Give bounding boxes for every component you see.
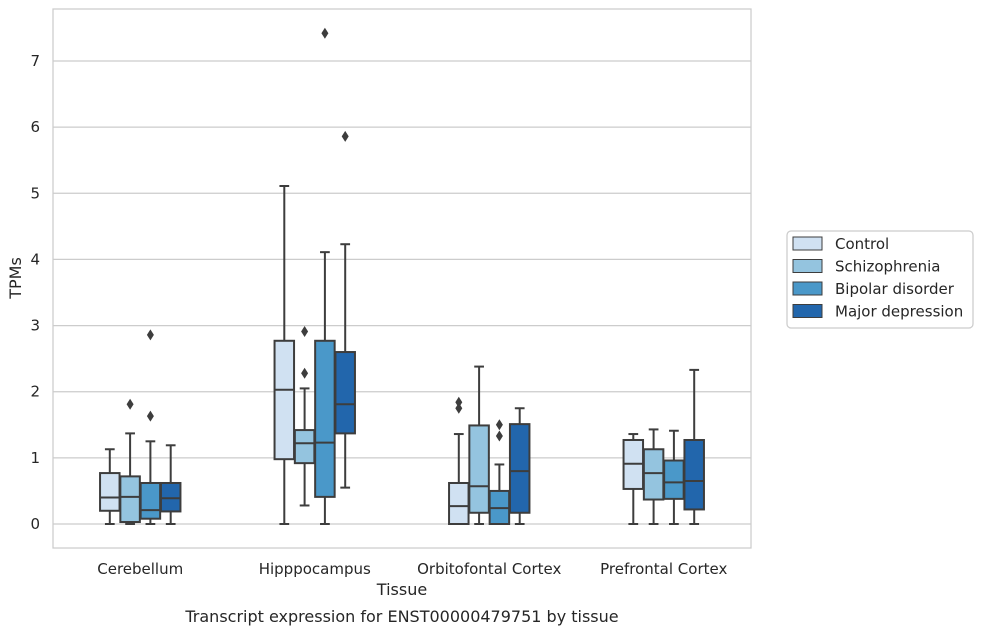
y-tick-labels: 0 1 2 3 4 5 6 7	[30, 52, 40, 533]
outlier-point	[146, 410, 154, 422]
y-axis-label: TPMs	[6, 257, 25, 300]
box-bipolar-disorder	[314, 27, 336, 525]
box-body	[99, 472, 121, 512]
legend-label: Schizophrenia	[835, 258, 940, 276]
x-tick-label: Hipppocampus	[259, 560, 371, 578]
outlier-point	[455, 402, 463, 414]
box-major-depression	[683, 368, 705, 525]
box-body	[642, 448, 665, 501]
outlier-point	[126, 398, 134, 410]
box-body	[273, 339, 296, 461]
legend-swatch	[792, 304, 823, 318]
outlier-point	[495, 430, 503, 442]
y-tick-label: 2	[30, 383, 40, 401]
box-body	[119, 475, 141, 524]
box-schizophrenia	[642, 428, 665, 525]
box-bipolar-disorder	[139, 329, 162, 525]
box-body	[314, 339, 336, 498]
x-tick-label: Orbitofontal Cortex	[417, 560, 561, 578]
legend-label: Major depression	[835, 303, 963, 321]
box-control	[99, 448, 121, 525]
y-tick-label: 0	[30, 515, 40, 533]
x-axis-label: Tissue	[376, 580, 427, 599]
legend-swatch	[792, 259, 823, 273]
x-tick-labels: Cerebellum Hipppocampus Orbitofontal Corte…	[97, 560, 727, 578]
box-body	[139, 481, 162, 520]
x-tick-label: Cerebellum	[97, 560, 183, 578]
y-tick-label: 6	[30, 118, 40, 136]
legend-swatch	[792, 281, 823, 296]
legend-label: Bipolar disorder	[835, 280, 955, 298]
outlier-point	[341, 130, 349, 142]
plot-frame	[52, 8, 752, 549]
legend: Control Schizophrenia Bipolar disorder Majo…	[786, 230, 974, 329]
y-tick-label: 3	[30, 317, 40, 335]
box-major-depression	[508, 407, 531, 525]
y-tick-label: 1	[30, 449, 40, 467]
box-body	[293, 429, 316, 465]
box-schizophrenia	[119, 398, 141, 525]
box-control	[622, 433, 645, 525]
y-tick-label: 5	[30, 184, 40, 202]
box-body	[683, 438, 705, 511]
chart-caption: Transcript expression for ENST0000047975…	[184, 607, 618, 626]
box-control	[273, 185, 296, 525]
outlier-point	[495, 419, 503, 431]
box-body	[334, 351, 356, 435]
box-bipolar-disorder	[488, 419, 511, 525]
legend-label: Control	[835, 235, 889, 253]
outlier-point	[146, 329, 154, 341]
outlier-point	[321, 27, 329, 39]
box-body	[663, 459, 685, 500]
legend-swatch	[792, 236, 823, 251]
outlier-point	[301, 326, 309, 338]
y-tick-label: 7	[30, 52, 40, 70]
y-tick-label: 4	[30, 250, 40, 268]
box-major-depression	[334, 130, 356, 489]
outlier-point	[301, 367, 309, 379]
outlier-point	[455, 396, 463, 408]
box-body	[508, 423, 531, 514]
box-major-depression	[159, 444, 182, 525]
boxes-layer	[99, 27, 705, 525]
legend-frame	[786, 230, 974, 329]
x-tick-label: Prefrontal Cortex	[600, 560, 727, 578]
box-body	[448, 481, 470, 525]
box-schizophrenia	[468, 365, 490, 525]
box-body	[468, 424, 490, 514]
